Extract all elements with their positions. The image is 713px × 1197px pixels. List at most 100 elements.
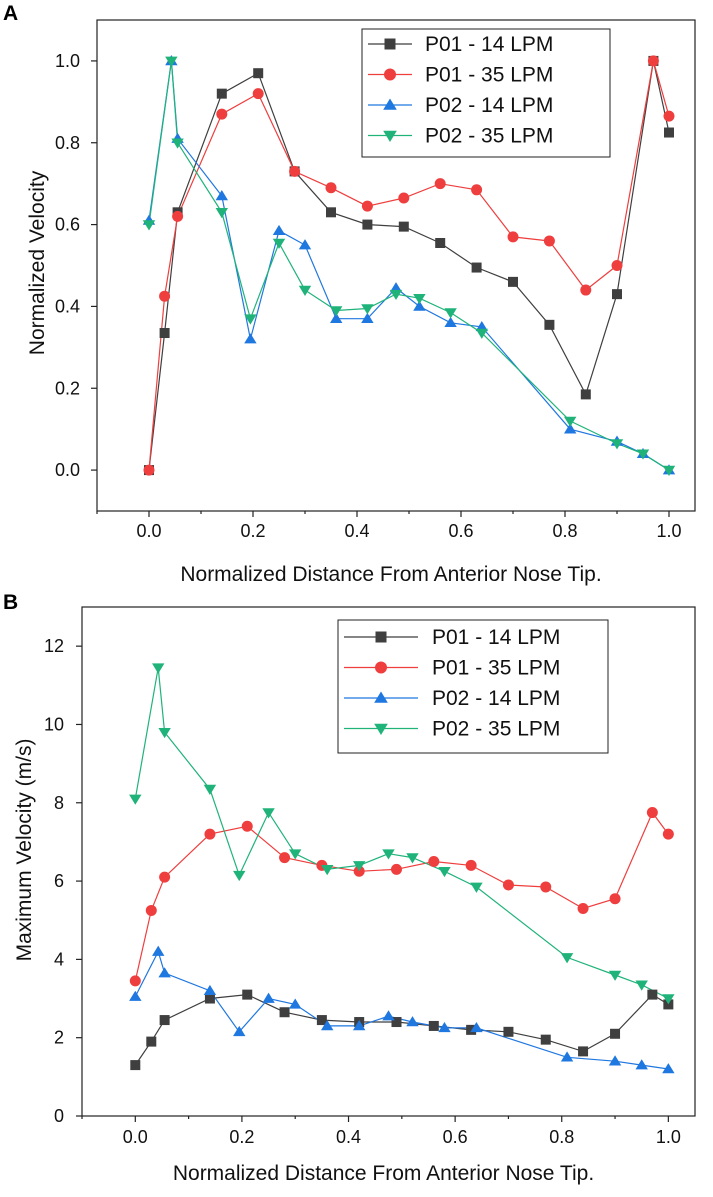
data-point-series-3 — [662, 1063, 675, 1074]
plot-frame — [96, 19, 696, 512]
data-point-series-4 — [165, 56, 178, 67]
data-point-series-4 — [438, 867, 451, 878]
x-tick-label: 1.0 — [656, 1127, 681, 1147]
data-point-series-2 — [398, 192, 410, 204]
y-tick-label: 10 — [44, 714, 64, 734]
panel-label-a: A — [3, 2, 18, 25]
x-tick-label: 0.2 — [240, 521, 265, 541]
data-point-series-2 — [609, 893, 621, 905]
data-point-series-2 — [172, 210, 184, 222]
data-point-series-3 — [361, 312, 374, 323]
data-point-series-3 — [272, 224, 286, 235]
data-point-series-3 — [608, 1055, 622, 1066]
data-point-series-3 — [289, 998, 302, 1009]
x-tick-label: 0.6 — [443, 1127, 468, 1147]
data-point-series-1 — [466, 1024, 477, 1035]
data-point-series-4 — [608, 970, 622, 981]
data-point-series-3 — [298, 239, 312, 250]
data-point-series-4 — [158, 728, 171, 739]
y-tick-label: 12 — [44, 636, 64, 656]
data-point-series-4 — [389, 289, 403, 301]
x-tick-label: 0.8 — [552, 521, 577, 541]
data-point-series-3 — [129, 990, 142, 1001]
data-point-series-2 — [646, 807, 658, 819]
data-point-series-3 — [389, 282, 403, 293]
data-point-series-2 — [580, 284, 592, 296]
chart-panel-b: B 0.0 0.2 0.4 0.6 0.8 1.0 0 2 4 6 8 10 12 Normalized D… — [3, 591, 696, 1185]
legend-marker-3 — [374, 691, 388, 703]
y-tick-label: 2 — [54, 1028, 64, 1048]
y-tick-label: 0.8 — [55, 133, 80, 153]
data-point-series-1 — [664, 127, 674, 138]
data-point-series-3 — [438, 1022, 451, 1033]
data-point-series-4 — [361, 304, 374, 315]
series-line-2 — [134, 811, 669, 982]
data-point-series-4 — [382, 849, 395, 860]
data-point-series-2 — [289, 165, 301, 177]
x-axis-title: Normalized Distance From Anterior Nose T… — [180, 563, 601, 586]
data-point-series-4 — [636, 449, 650, 460]
data-point-series-4 — [298, 285, 312, 296]
y-tick-label: 0.4 — [55, 296, 80, 316]
data-point-series-2 — [647, 55, 659, 67]
data-point-series-2 — [216, 108, 228, 120]
data-point-series-1 — [610, 1028, 621, 1039]
y-axis-title: Maximum Velocity (m/s) — [13, 739, 36, 962]
x-tick-label: 0.0 — [136, 521, 161, 541]
x-tick-label: 0.2 — [229, 1127, 254, 1147]
y-tick-label: 8 — [54, 793, 64, 813]
data-point-series-2 — [279, 852, 291, 864]
data-point-series-3 — [444, 316, 457, 328]
data-point-series-4 — [406, 853, 419, 864]
data-point-series-2 — [159, 290, 171, 302]
data-point-series-2 — [145, 904, 157, 916]
data-point-series-4 — [564, 416, 577, 427]
data-point-series-4 — [330, 306, 343, 317]
data-point-series-3 — [470, 1022, 483, 1033]
data-point-series-3 — [635, 1059, 648, 1070]
data-point-series-4 — [203, 784, 217, 795]
data-point-series-1 — [471, 262, 482, 273]
series-line-3 — [134, 949, 669, 1070]
data-point-series-4 — [171, 138, 184, 149]
y-tick-label: 6 — [54, 871, 64, 891]
data-point-series-3 — [413, 300, 426, 311]
data-point-series-4 — [610, 439, 624, 450]
data-point-series-4 — [129, 794, 142, 805]
y-tick-label: 0.0 — [55, 460, 80, 480]
data-point-series-2 — [465, 859, 477, 871]
y-tick-label: 0.2 — [55, 378, 80, 398]
y-tick-label: 0 — [54, 1106, 64, 1126]
data-point-series-4 — [233, 870, 246, 882]
data-point-series-1 — [508, 276, 518, 287]
legend-label-4: P02 - 35 LPM — [425, 125, 553, 148]
data-point-series-1 — [159, 1015, 170, 1026]
data-point-series-4 — [272, 238, 286, 249]
data-point-series-1 — [578, 1046, 589, 1057]
data-point-series-1 — [159, 328, 170, 339]
data-point-series-2 — [361, 200, 373, 212]
legend-label-2: P01 - 35 LPM — [425, 64, 553, 87]
data-point-series-2 — [390, 863, 402, 875]
data-point-series-3 — [564, 423, 577, 434]
data-point-series-4 — [152, 663, 165, 674]
data-point-series-1 — [326, 207, 336, 218]
data-point-series-3 — [152, 945, 165, 956]
legend-label-1: P01 - 14 LPM — [425, 33, 553, 56]
data-point-series-4 — [215, 208, 228, 219]
data-point-series-3 — [233, 1025, 246, 1037]
legend-label-2: P01 - 35 LPM — [432, 657, 560, 680]
data-point-series-4 — [352, 861, 366, 872]
legend-marker-3 — [383, 98, 397, 110]
data-point-series-3 — [262, 992, 275, 1003]
data-point-series-2 — [663, 110, 675, 122]
data-point-series-3 — [475, 320, 488, 332]
legend-label-3: P02 - 14 LPM — [432, 687, 560, 710]
data-point-series-4 — [635, 980, 648, 991]
data-point-series-1 — [130, 1060, 141, 1071]
data-point-series-2 — [129, 975, 141, 987]
data-point-series-1 — [391, 1017, 402, 1028]
data-point-series-4 — [244, 314, 257, 325]
y-tick-label: 0.6 — [55, 215, 80, 235]
